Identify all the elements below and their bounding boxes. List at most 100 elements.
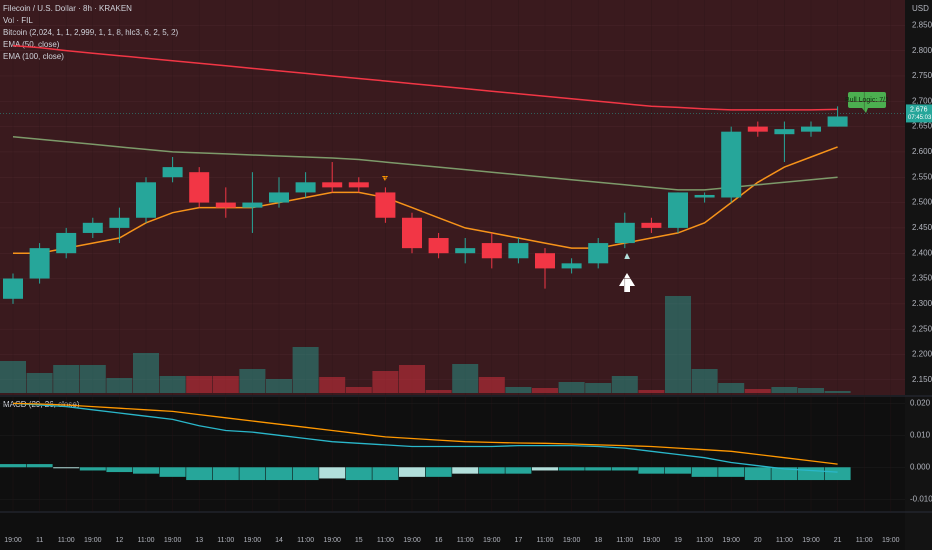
candle-body <box>481 243 502 259</box>
macd-histogram-bar <box>79 467 106 471</box>
candle-body <box>455 248 476 254</box>
candle-body <box>189 172 210 203</box>
volume-bar <box>79 365 106 393</box>
signal-line <box>12 402 838 465</box>
macd-histogram-bar <box>798 467 824 481</box>
candle-body <box>348 182 369 188</box>
x-tick-label: 17 <box>515 537 523 544</box>
macd-histogram-bar <box>319 467 346 479</box>
x-tick-label: 14 <box>275 537 283 544</box>
candle-body <box>535 253 555 269</box>
y-tick-label: 2.200 <box>912 350 932 359</box>
candle-body <box>269 192 289 203</box>
volume-bar <box>133 353 159 393</box>
currency: USD <box>912 4 929 13</box>
candle-body <box>561 263 582 269</box>
y-tick-label: 2.750 <box>912 71 932 80</box>
x-tick-label: 18 <box>594 537 602 544</box>
macd-histogram-bar <box>239 467 266 481</box>
macd-histogram-bar <box>532 467 558 471</box>
volume-bar <box>186 376 213 393</box>
y-tick-label: 2.850 <box>912 20 932 29</box>
volume-bar <box>532 388 558 393</box>
macd-histogram-bar <box>771 467 798 481</box>
x-tick-label: 11 <box>36 537 43 544</box>
y-tick-label: 2.300 <box>912 299 932 308</box>
legend-entry: Bitcoin (2,024, 1, 1, 2,999, 1, 1, 8, hl… <box>3 28 179 37</box>
macd-histogram-bar <box>266 467 292 481</box>
x-tick-label: 19:00 <box>323 537 341 544</box>
candle-body <box>588 243 609 264</box>
candle-body <box>774 129 795 135</box>
chart-title: Filecoin / U.S. Dollar · 8h · KRAKEN <box>3 4 132 13</box>
x-tick-label: 11:00 <box>537 537 554 544</box>
y-tick-label: 2.500 <box>912 198 932 207</box>
y-tick-label: 2.450 <box>912 223 932 232</box>
volume-bar <box>159 376 186 393</box>
last-price-box <box>906 104 932 123</box>
macd-histogram-bar <box>186 467 213 481</box>
signal-arrow <box>619 273 635 292</box>
volume-bar <box>319 377 346 393</box>
macd-histogram-bar <box>478 467 505 474</box>
volume-bar <box>425 390 452 393</box>
legend-entry: EMA (50, close) <box>3 40 60 49</box>
macd-histogram-bar <box>106 467 133 473</box>
x-tick-label: 20 <box>754 537 762 544</box>
macd-histogram-bar <box>133 467 159 474</box>
y-tick-label: 2.400 <box>912 248 932 257</box>
macd-histogram-bar <box>345 467 372 481</box>
x-tick-label: 19:00 <box>722 537 740 544</box>
x-tick-label: 16 <box>435 537 443 544</box>
candle-body <box>694 194 715 198</box>
x-tick-label: 11:00 <box>696 537 713 544</box>
x-tick-label: 19:00 <box>802 537 820 544</box>
macd-histogram-bar <box>0 464 26 468</box>
macd-histogram-bar <box>212 467 239 481</box>
y2-tick-label: 0.010 <box>910 430 931 439</box>
y-tick-label: 2.150 <box>912 375 932 384</box>
x-tick-label: 11:00 <box>616 537 633 544</box>
volume-bar <box>665 296 691 393</box>
candle-body <box>295 182 316 193</box>
x-tick-label: 19:00 <box>244 537 262 544</box>
x-tick-label: 11:00 <box>377 537 394 544</box>
x-tick-label: 19:00 <box>563 537 581 544</box>
x-tick-label: 15 <box>355 537 363 544</box>
volume-bar <box>452 364 479 393</box>
volume-bar <box>478 377 505 393</box>
macd-histogram-bar <box>611 467 638 471</box>
volume-bar <box>744 389 771 393</box>
volume-bar <box>106 378 133 393</box>
candle-body <box>402 217 422 249</box>
x-tick-label: 11:00 <box>58 537 75 544</box>
candle-body <box>827 116 848 127</box>
volume-bar <box>53 365 80 393</box>
candle-body <box>801 126 821 132</box>
candle-body <box>508 243 529 259</box>
volume-bar <box>558 382 585 393</box>
volume-bar <box>505 387 532 393</box>
volume-bar <box>266 379 292 393</box>
volume-bar <box>638 390 665 393</box>
x-tick-label: 11:00 <box>217 537 234 544</box>
candle-body <box>56 232 77 254</box>
y-tick-label: 2.650 <box>912 122 932 131</box>
annotation-box <box>848 92 886 108</box>
macd-histogram-bar <box>824 467 851 481</box>
candle-body <box>668 192 688 228</box>
last-price: 2.676 <box>910 106 928 113</box>
macd-histogram-bar <box>292 467 319 481</box>
macd-histogram-bar <box>372 467 399 481</box>
candle-body <box>375 192 396 218</box>
macd-histogram-bar <box>638 467 665 474</box>
y-tick-label: 2.800 <box>912 46 932 55</box>
macd-histogram-bar <box>744 467 771 481</box>
y-tick-label: 2.600 <box>912 147 932 156</box>
x-tick-label: 11:00 <box>856 537 873 544</box>
candle-body <box>162 167 183 178</box>
indicator-line <box>12 44 838 111</box>
macd-histogram-bar <box>585 467 612 471</box>
x-tick-label: 19 <box>674 537 682 544</box>
